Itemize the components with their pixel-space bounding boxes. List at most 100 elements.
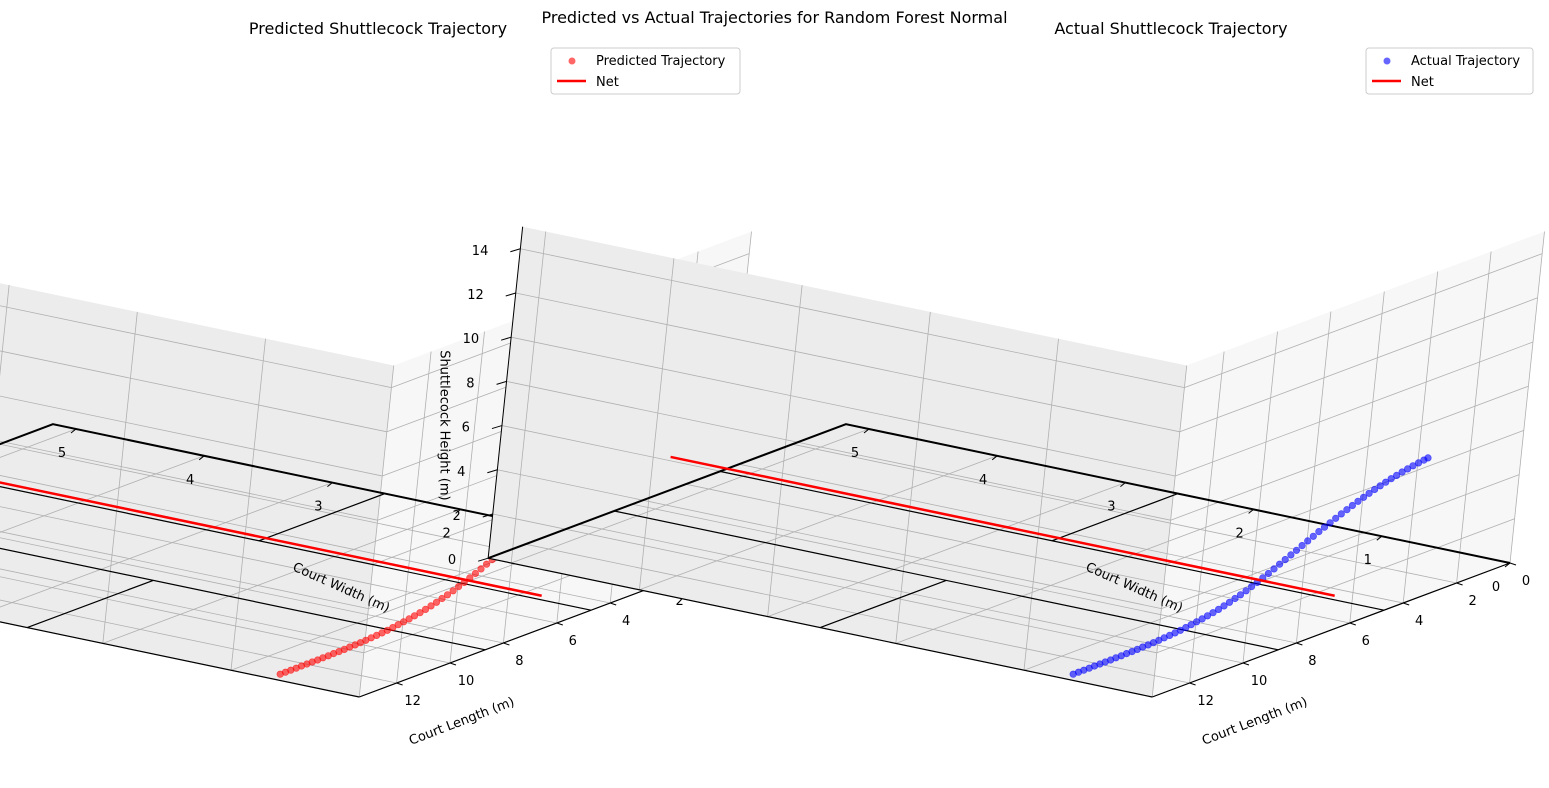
floor-grid-y: [1023, 535, 1382, 671]
x-tick-label: 10: [458, 674, 475, 689]
y-tick-mark: [991, 455, 998, 461]
y-tick-label: 5: [58, 446, 66, 461]
z-tick-mark: [501, 336, 512, 341]
chart-title: Predicted Shuttlecock Trajectory: [249, 19, 507, 38]
y-tick-label: 1: [1364, 553, 1372, 568]
right-pane-grid-x: [1456, 251, 1492, 584]
z-tick-label: 6: [462, 421, 470, 436]
court-sideline: [1152, 562, 1511, 698]
trajectory-point: [421, 605, 430, 614]
x-tick-mark: [556, 622, 563, 626]
x-tick-label: 12: [1197, 694, 1214, 709]
y-tick-label: 4: [186, 473, 194, 488]
floor-grid-x: [0, 537, 504, 644]
legend-marker-trajectory: [568, 57, 576, 65]
x-tick-label: 10: [1251, 674, 1268, 689]
trajectory-point: [477, 565, 485, 573]
trajectory-point: [1409, 462, 1417, 470]
x-tick-mark: [1189, 682, 1196, 686]
y-tick-label: 3: [1107, 500, 1115, 515]
right-pane-grid-x: [396, 351, 432, 684]
y-tick-mark: [1376, 535, 1383, 541]
trajectory-point: [1382, 478, 1390, 486]
short-service-line-far: [614, 510, 1279, 651]
trajectory-point: [1242, 587, 1250, 595]
trajectory-point: [432, 598, 441, 606]
x-tick-mark: [1509, 562, 1517, 566]
trajectory-point: [1264, 569, 1272, 578]
x-tick-mark: [1242, 662, 1250, 666]
z-tick-mark: [496, 380, 507, 385]
left-pane-grid-z: [506, 380, 1171, 521]
centre-line-near: [258, 493, 386, 542]
floor-grid-y: [0, 455, 205, 533]
z-tick-label: 14: [472, 244, 489, 259]
trajectory-point: [1398, 468, 1406, 476]
net-line: [670, 455, 1335, 597]
x-tick-label: 2: [675, 594, 683, 609]
z-tick-mark: [491, 425, 503, 430]
trajectory-point: [1326, 519, 1334, 527]
legend-label-trajectory: Actual Trajectory: [1411, 54, 1520, 69]
legend: Predicted Trajectory Net: [550, 47, 741, 95]
left-pane-grid-z: [0, 350, 387, 433]
back-left-pane: [0, 283, 394, 697]
trajectory-point: [1281, 555, 1289, 564]
right-pane-grid-x: [1349, 291, 1385, 624]
left-pane-grid-z: [0, 531, 369, 609]
left-pane-grid-y: [767, 285, 803, 617]
trajectory-point: [1359, 493, 1368, 501]
right-pane-grid-z: [1170, 385, 1529, 521]
trajectory-point: [1376, 482, 1384, 490]
trajectory-point: [1292, 546, 1301, 554]
y-tick-label: 5: [851, 446, 859, 461]
floor-grid-y: [895, 509, 1254, 644]
y-tick-mark: [455, 509, 461, 514]
x-tick-label: 0: [1522, 574, 1530, 589]
z-tick-mark: [482, 513, 493, 518]
z-tick-label: 10: [463, 332, 480, 347]
y-tick-label: 0: [1492, 580, 1500, 595]
left-pane-grid-y: [1023, 338, 1059, 671]
floor-grid-y: [639, 455, 998, 591]
y-tick-mark: [1120, 482, 1126, 487]
centre-line-far: [819, 579, 947, 629]
trajectory-point: [1231, 594, 1239, 603]
legend-label-net: Net: [596, 75, 619, 90]
x-tick-label: 12: [404, 694, 421, 709]
x-tick-mark: [1456, 582, 1463, 586]
x-tick-mark: [449, 662, 457, 666]
left-pane-grid-y: [102, 311, 138, 644]
trajectory-point: [1354, 497, 1362, 505]
y-tick-label: 2: [442, 526, 450, 541]
right-pane-grid-z: [1184, 253, 1543, 388]
y-tick-mark: [863, 428, 870, 434]
legend-marker-trajectory: [1383, 57, 1391, 65]
trajectory-point: [1414, 459, 1423, 467]
left-pane-grid-z: [492, 513, 1157, 654]
z-tick-mark: [510, 248, 521, 253]
trajectory-point: [1309, 532, 1317, 540]
floor-grid-x: [632, 503, 1297, 644]
trajectory-point: [1270, 565, 1278, 573]
figure-suptitle: Predicted vs Actual Trajectories for Ran…: [541, 8, 1008, 27]
trajectory-point: [1403, 465, 1412, 473]
left-pane-grid-z: [0, 395, 383, 477]
floor-grid-y: [0, 482, 333, 608]
left-pane-grid-y: [639, 258, 675, 590]
right-pane-grid-z: [1161, 474, 1520, 609]
z-axis-spine: [487, 226, 524, 559]
legend-box: [1365, 47, 1534, 95]
y-tick-label: 2: [1235, 526, 1243, 541]
right-pane-grid-z: [1156, 518, 1515, 654]
y-tick-mark: [198, 455, 205, 461]
trajectory-point: [1236, 591, 1245, 599]
x-tick-label: 8: [1308, 654, 1316, 669]
y-tick-label: 3: [314, 500, 322, 515]
x-axis-label: Court Length (m): [1200, 695, 1310, 749]
right-pane-grid-x: [1509, 231, 1545, 564]
trajectory-point: [1247, 582, 1256, 591]
trajectory-point: [1320, 523, 1329, 531]
